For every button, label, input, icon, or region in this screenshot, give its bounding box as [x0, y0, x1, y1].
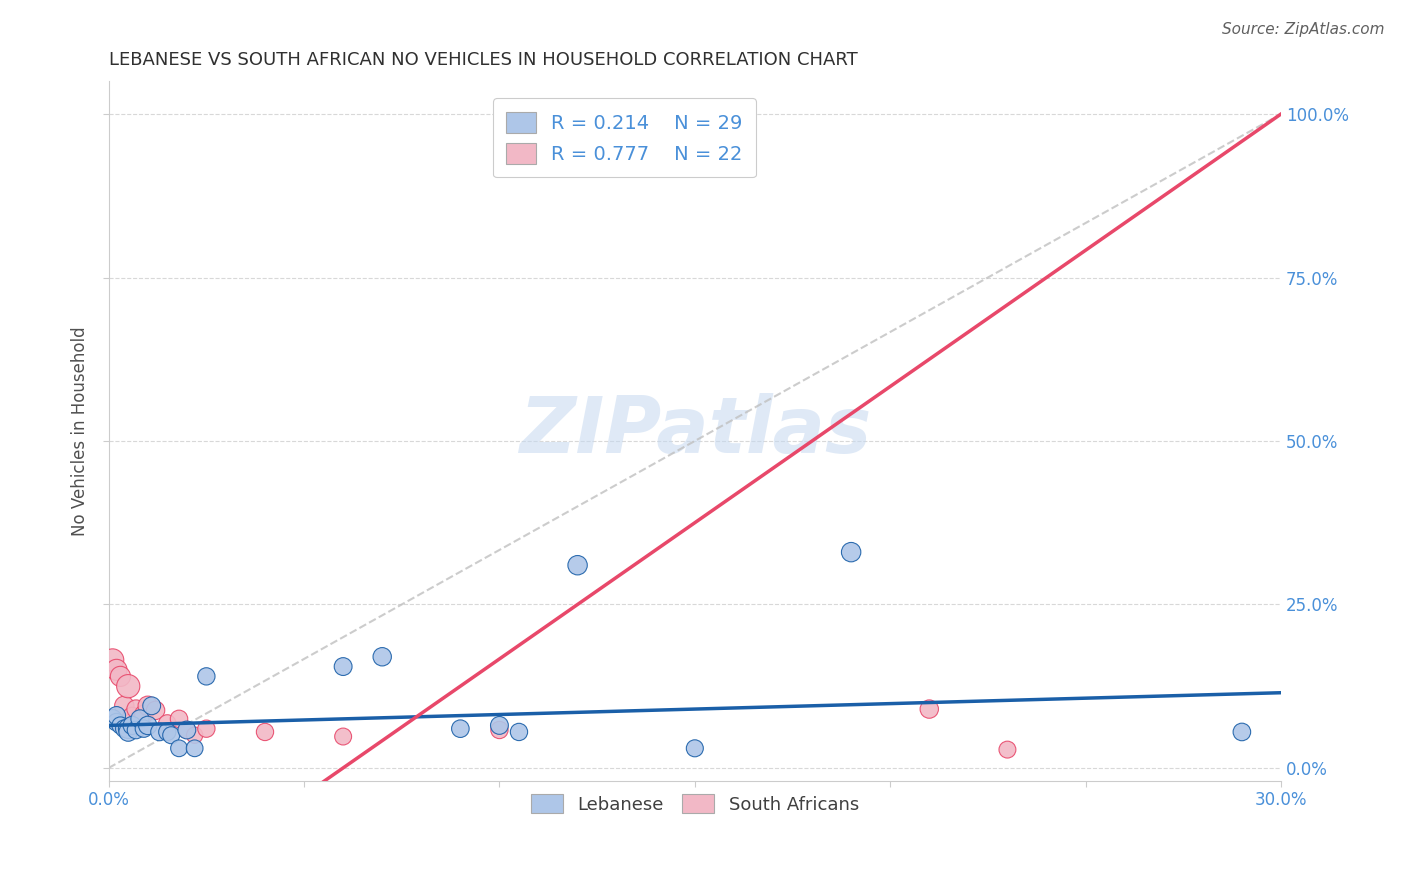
Point [253, 725, 276, 739]
Point [129, 715, 152, 730]
Point [183, 728, 205, 742]
Point [488, 718, 510, 732]
Point [112, 722, 135, 736]
Point [117, 725, 139, 739]
Point [156, 725, 179, 739]
Point [141, 698, 163, 713]
Point [1230, 725, 1253, 739]
Point [176, 723, 198, 737]
Point [156, 716, 179, 731]
Point [136, 698, 159, 713]
Point [132, 707, 155, 722]
Point [332, 659, 354, 673]
Legend: Lebanese, South Africans: Lebanese, South Africans [520, 783, 870, 824]
Point [129, 712, 152, 726]
Point [101, 712, 124, 726]
Point [371, 649, 394, 664]
Point [195, 722, 218, 736]
Point [839, 545, 862, 559]
Point [148, 725, 170, 739]
Point [101, 653, 124, 667]
Point [132, 722, 155, 736]
Text: Source: ZipAtlas.com: Source: ZipAtlas.com [1222, 22, 1385, 37]
Point [683, 741, 706, 756]
Point [105, 708, 128, 723]
Point [160, 728, 183, 742]
Point [183, 741, 205, 756]
Point [112, 698, 135, 713]
Point [121, 718, 143, 732]
Point [125, 723, 148, 737]
Point [167, 712, 190, 726]
Point [145, 703, 167, 717]
Point [117, 679, 139, 693]
Point [105, 663, 128, 677]
Point [567, 120, 589, 135]
Point [332, 730, 354, 744]
Point [176, 723, 198, 737]
Point [167, 741, 190, 756]
Point [105, 715, 128, 730]
Point [110, 669, 132, 683]
Point [488, 723, 510, 737]
Text: LEBANESE VS SOUTH AFRICAN NO VEHICLES IN HOUSEHOLD CORRELATION CHART: LEBANESE VS SOUTH AFRICAN NO VEHICLES IN… [108, 51, 858, 69]
Point [110, 718, 132, 732]
Point [136, 718, 159, 732]
Point [508, 725, 530, 739]
Point [195, 669, 218, 683]
Point [567, 558, 589, 573]
Point [449, 722, 471, 736]
Point [918, 702, 941, 716]
Point [125, 702, 148, 716]
Point [117, 722, 139, 736]
Y-axis label: No Vehicles in Household: No Vehicles in Household [72, 326, 89, 536]
Point [997, 742, 1019, 756]
Text: ZIPatlas: ZIPatlas [519, 393, 870, 469]
Point [121, 710, 143, 724]
